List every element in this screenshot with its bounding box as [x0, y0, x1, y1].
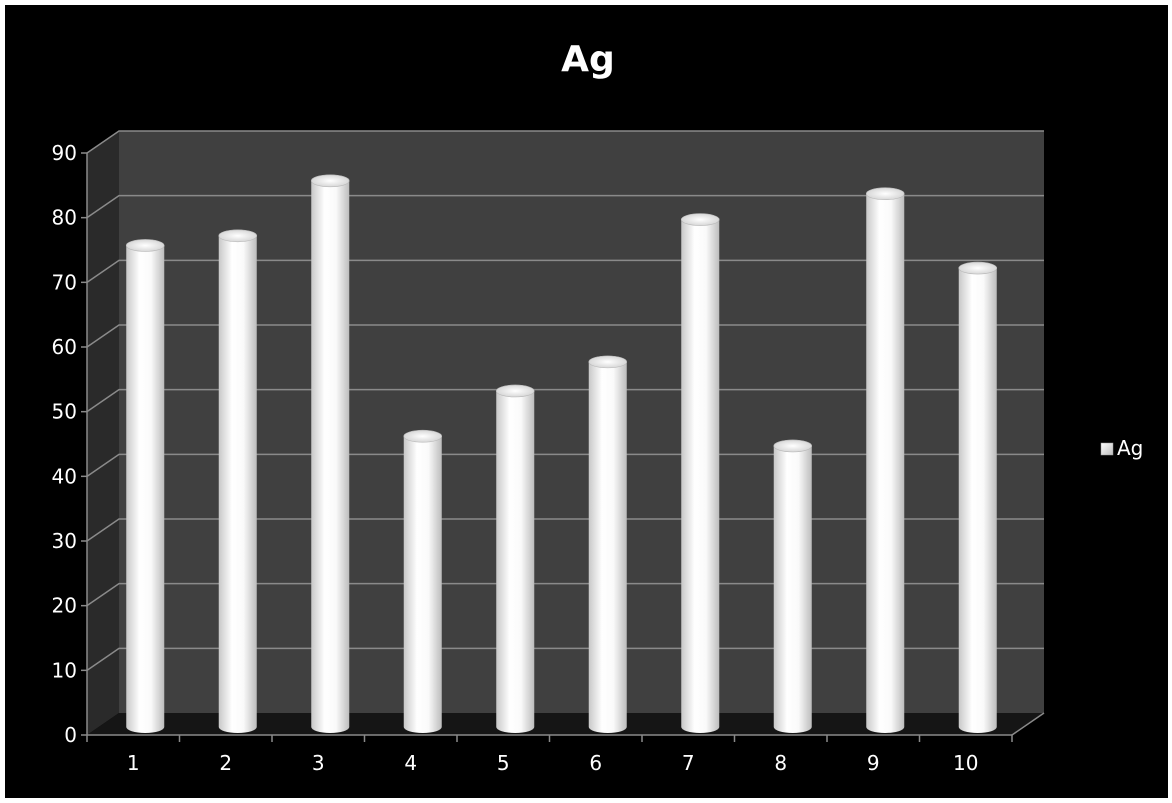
x-tick-label: 8	[774, 751, 787, 775]
gridline	[86, 194, 1044, 219]
gridline	[86, 130, 1044, 154]
x-tick-label: 9	[867, 751, 880, 775]
bar-cap	[773, 439, 813, 453]
bar	[958, 261, 998, 733]
gridline	[86, 647, 1044, 671]
back-wall	[119, 131, 1044, 713]
legend-swatch	[1100, 442, 1114, 456]
x-tick-label: 7	[682, 751, 695, 775]
bar	[125, 239, 165, 733]
floor-edge-line	[1011, 712, 1045, 736]
bars	[125, 174, 998, 734]
x-tick-label: 5	[497, 751, 510, 775]
x-tick-label: 1	[127, 751, 140, 775]
x-tick-label: 4	[404, 751, 417, 775]
gridlines	[86, 130, 1044, 671]
x-tick-label: 2	[219, 751, 232, 775]
bar-cap	[495, 384, 535, 398]
bar-body	[773, 445, 812, 733]
chart-area: 0 10 20 30 40 50 60 70 80 90 1 2 3 4 5 6 7 8 9 10 Ag Ag	[5, 5, 1168, 798]
bar-body	[126, 245, 165, 733]
tick-labels: 0 10 20 30 40 50 60 70 80 90 1 2 3 4 5 6 7 8 9 10	[52, 141, 979, 775]
x-tick-label: 10	[953, 751, 978, 775]
legend: Ag	[1100, 436, 1143, 460]
bar	[495, 384, 535, 733]
bar-body	[588, 361, 627, 733]
bar	[588, 355, 628, 733]
y-tick-label: 90	[52, 141, 77, 165]
chart-title: Ag	[561, 39, 615, 80]
bar-body	[218, 235, 257, 733]
x-tick-label: 3	[312, 751, 325, 775]
side-wall	[87, 131, 119, 735]
bar-body	[496, 390, 535, 733]
gridline	[86, 324, 1044, 348]
y-tick-label: 60	[52, 335, 77, 359]
bar-cap	[125, 239, 165, 252]
bar-body	[866, 193, 905, 733]
y-tick-label: 50	[52, 400, 77, 424]
bar-cap	[403, 429, 443, 443]
bar-cap	[218, 229, 258, 243]
bar-cap	[680, 213, 720, 226]
bar-cap	[588, 355, 628, 369]
y-tick-label: 40	[52, 464, 77, 488]
bar	[310, 174, 350, 734]
gridline	[86, 388, 1044, 413]
gridline	[86, 453, 1044, 477]
bar-cap	[958, 261, 998, 275]
y-tick-label: 10	[52, 658, 77, 682]
y-tick-label: 80	[52, 206, 77, 230]
bar-chart: 0 10 20 30 40 50 60 70 80 90 1 2 3 4 5 6 7 8 9 10 Ag Ag	[52, 39, 1144, 775]
gridline	[86, 259, 1044, 283]
bar	[680, 213, 720, 734]
bar	[865, 187, 905, 733]
bar-cap	[310, 174, 350, 188]
legend-label: Ag	[1117, 436, 1143, 460]
gridline	[86, 518, 1044, 542]
x-tick-label: 6	[589, 751, 602, 775]
bar-body	[958, 268, 997, 733]
gridline	[86, 582, 1044, 607]
bar-body	[403, 436, 442, 733]
y-tick-label: 30	[52, 529, 77, 553]
bar	[773, 439, 813, 733]
y-tick-label: 70	[52, 270, 77, 294]
axes	[81, 152, 1045, 742]
bar	[218, 229, 258, 733]
bar	[403, 429, 443, 733]
bar-body	[311, 180, 350, 734]
y-tick-label: 20	[52, 594, 77, 618]
bar-cap	[865, 187, 905, 201]
y-tick-label: 0	[64, 723, 77, 747]
bar-body	[681, 219, 720, 734]
